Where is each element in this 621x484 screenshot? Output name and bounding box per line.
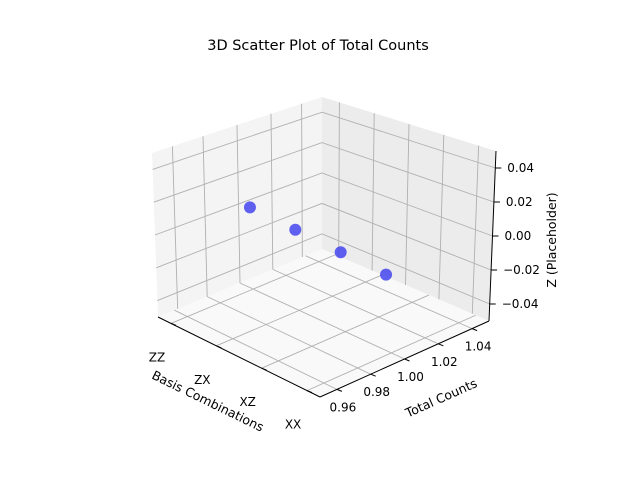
z-tick-label: −0.04 <box>502 297 539 311</box>
grid-line-y <box>174 309 338 390</box>
grid-line-z <box>156 202 492 271</box>
y-axis-ticks: 0.96 0.98 1.00 1.02 1.04 <box>330 328 492 414</box>
y-tick-mark <box>370 373 376 377</box>
y-tick-label: 1.04 <box>465 340 492 354</box>
grid-line-z <box>157 233 490 305</box>
x-tick-mark <box>216 345 222 349</box>
x-tick-label: XZ <box>239 395 255 409</box>
chart-title: 3D Scatter Plot of Total Counts <box>207 38 429 54</box>
x-tick-label: ZZ <box>149 350 165 364</box>
x-axis-ticks: ZZ ZX XZ XX <box>149 322 313 432</box>
scatter-point <box>334 246 347 259</box>
y-tick-mark <box>336 388 343 392</box>
scatter-point <box>289 223 302 236</box>
x-tick-mark <box>306 390 313 394</box>
scatter-point <box>243 201 256 214</box>
y-tick-mark <box>471 328 478 332</box>
grid-line-z <box>152 111 496 170</box>
pane-floor <box>158 249 489 397</box>
x-tick-label: XX <box>285 418 301 432</box>
scatter-points <box>243 201 393 281</box>
z-tick-label: 0.02 <box>506 195 533 209</box>
grid-line-y <box>207 296 371 375</box>
y-tick-label: 0.96 <box>330 400 357 414</box>
z-tick-label: −0.02 <box>503 263 540 277</box>
z-tick-label: 0.04 <box>507 161 534 175</box>
y-tick-mark <box>404 358 410 362</box>
pane-left <box>152 97 322 317</box>
pane-right <box>322 97 496 321</box>
grid-line-y <box>305 255 473 330</box>
scatter-point <box>380 268 393 281</box>
grid-lines <box>152 102 496 392</box>
z-tick-label: 0.00 <box>505 229 532 243</box>
z-axis-ticks: 0.04 0.02 0.00 −0.02 −0.04 <box>489 161 540 311</box>
x-axis-line <box>157 316 321 398</box>
x-tick-label: ZX <box>194 373 210 387</box>
y-tick-label: 0.98 <box>363 385 390 399</box>
y-tick-mark <box>438 343 444 347</box>
y-tick-label: 1.00 <box>397 370 424 384</box>
y-tick-label: 1.02 <box>431 355 458 369</box>
x-tick-mark <box>170 322 177 326</box>
x-tick-mark <box>261 367 267 371</box>
grid-line-z <box>154 172 493 237</box>
z-axis-label: Z (Placeholder) <box>544 192 559 287</box>
grid-line-y <box>239 282 405 360</box>
grid-line-z <box>153 142 495 203</box>
grid-line-y <box>272 268 439 345</box>
